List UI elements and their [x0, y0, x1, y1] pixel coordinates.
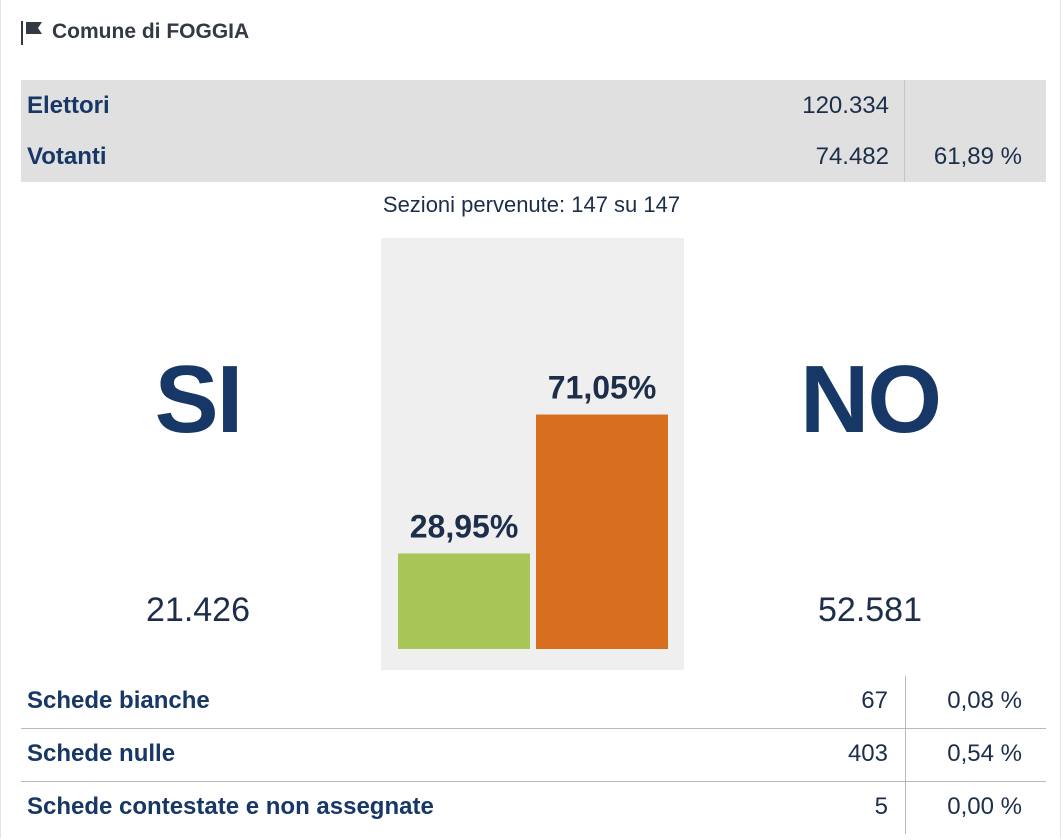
elettori-value: 120.334 [802, 92, 889, 119]
elettori-label: Elettori [27, 92, 110, 119]
ballot-divider [905, 782, 906, 834]
bar-value-label-si: 28,95% [410, 508, 519, 544]
turnout-divider [904, 80, 905, 182]
ballot-label: Schede contestate e non assegnate [27, 793, 434, 820]
ballot-divider [905, 729, 906, 781]
bar-no [536, 414, 668, 649]
ballot-row-contestate: Schede contestate e non assegnate 5 0,00… [21, 782, 1046, 834]
ballot-row-nulle: Schede nulle 403 0,54 % [21, 729, 1046, 782]
flag-icon [21, 21, 42, 45]
votanti-percent: 61,89 % [933, 143, 1022, 170]
turnout-panel: Elettori 120.334 Votanti 74.482 61,89 % [21, 80, 1046, 182]
ballot-value: 67 [861, 687, 888, 714]
si-count: 21.426 [146, 591, 250, 629]
no-label: NO [800, 346, 942, 453]
ballot-label: Schede bianche [27, 687, 210, 714]
ballot-percent: 0,08 % [947, 687, 1022, 714]
results-chart-svg: 28,95% 71,05% [398, 370, 668, 649]
page-header: Comune di FOGGIA [20, 16, 249, 48]
ballot-row-bianche: Schede bianche 67 0,08 % [21, 676, 1046, 729]
results-chart: 28,95% 71,05% [381, 238, 684, 670]
ballot-percent: 0,00 % [947, 793, 1022, 820]
bar-value-label-no: 71,05% [548, 370, 657, 406]
bar-si [398, 553, 530, 649]
votanti-value: 74.482 [815, 143, 889, 170]
ballot-divider [905, 676, 906, 728]
no-count: 52.581 [818, 591, 922, 629]
ballot-percent: 0,54 % [947, 740, 1022, 767]
ballot-value: 403 [847, 740, 888, 767]
page-title: Comune di FOGGIA [52, 20, 250, 43]
ballot-label: Schede nulle [27, 740, 176, 767]
ballots-table: Schede bianche 67 0,08 % Schede nulle 40… [21, 676, 1046, 834]
ballot-value: 5 [874, 793, 888, 820]
sezioni-pervenute: Sezioni pervenute: 147 su 147 [382, 192, 681, 217]
votanti-label: Votanti [27, 143, 107, 170]
si-label: SI [154, 346, 244, 453]
